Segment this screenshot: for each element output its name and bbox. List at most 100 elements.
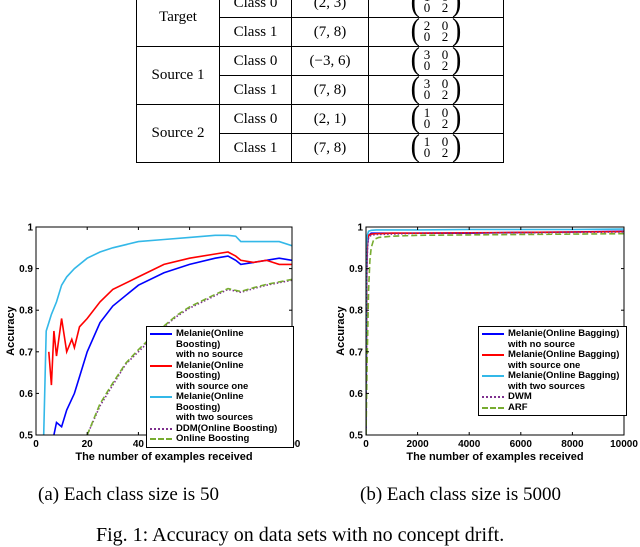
matrix-entry: 0 — [423, 0, 431, 15]
table-row: Class 1 (7, 8) (3 0 0 2) — [137, 70, 504, 107]
table-row: Source 2 Class 0 (2, 1)(1 0 0 2) — [136, 99, 504, 163]
legend-item: Melanie(Online Bagging) with no source — [482, 328, 623, 350]
class-cell: Class 0 — [219, 0, 292, 18]
x-tick-label: 4000 — [458, 439, 481, 450]
matrix-entry: 2 — [441, 29, 449, 44]
y-tick-label: 0.8 — [19, 306, 33, 317]
chart-a-legend: Melanie(Online Boosting) with no source M… — [146, 326, 294, 448]
covariance-cell: (3 0 0 2) — [368, 41, 504, 78]
matrix-left-bracket: ( — [410, 128, 420, 165]
matrix-entry: 0 — [423, 58, 431, 73]
covariance-cell: (2 0 0 2) — [368, 14, 504, 47]
matrix-right-bracket: ) — [452, 70, 462, 107]
matrix-left-bracket: ( — [410, 0, 420, 20]
x-axis-label: The number of examples received — [406, 451, 583, 463]
legend-item: Melanie(Online Boosting) with source one — [150, 360, 290, 393]
chart-b-svg: 0 2000 4000 6000 8000 10000 0.5 0.6 0.7 0.8 0.9 1 Th… — [335, 223, 638, 464]
series-line-2 — [42, 234, 292, 435]
series-line-1 — [48, 251, 292, 386]
legend-label: DDM(Online Boosting) — [176, 422, 278, 434]
y-tick-label: 1 — [27, 223, 33, 234]
legend-item: Melanie(Online Boosting) with no source — [150, 328, 290, 361]
x-tick-label: 0 — [363, 439, 369, 450]
subcaption-b: (b) Each class size is 5000 — [360, 484, 562, 505]
class-cell: Class 1 — [219, 133, 292, 163]
y-tick-label: 0.6 — [349, 389, 363, 400]
matrix-entry: 0 — [441, 47, 449, 62]
matrix-entry: 0 — [423, 116, 431, 131]
mean-cell: (−3, 6) — [291, 46, 369, 76]
class-cell: Class 1 — [219, 75, 292, 105]
x-tick-label: 40 — [133, 439, 145, 450]
y-tick-label: 0.8 — [349, 306, 363, 317]
matrix-right-bracket: ) — [452, 128, 462, 165]
series-line-4 — [86, 278, 292, 435]
legend-swatch — [482, 333, 504, 335]
matrix-entry: 2 — [423, 18, 431, 33]
domain-cell: Target — [136, 0, 220, 47]
chart-b: 0 2000 4000 6000 8000 10000 0.5 0.6 0.7 0.8 0.9 1 Th… — [318, 212, 638, 474]
matrix-entry: 0 — [423, 87, 431, 102]
matrix-left-bracket: ( — [410, 99, 420, 136]
chart-b-legend: Melanie(Online Bagging) with no source Me… — [478, 326, 627, 416]
table-row: Class 1 (7, 8) (1 0 0 2) — [137, 128, 504, 165]
y-tick-label: 0.7 — [19, 347, 33, 358]
matrix-entry: 1 — [423, 134, 431, 149]
legend-label: Melanie(Online Bagging) with two sources — [508, 370, 620, 392]
series-line-4 — [366, 232, 624, 435]
matrix-entry: 2 — [441, 145, 449, 160]
covariance-matrix: (3 0 0 2) — [410, 41, 462, 78]
y-tick-label: 0.7 — [349, 347, 363, 358]
matrix-entry: 2 — [441, 116, 449, 131]
x-tick-label: 8000 — [561, 439, 584, 450]
domain-cell: Source 1 — [136, 46, 220, 105]
x-tick-label: 20 — [82, 439, 94, 450]
matrix-left-bracket: ( — [410, 41, 420, 78]
figure-caption: Fig. 1: Accuracy on data sets with no co… — [96, 524, 505, 546]
matrix-entry: 3 — [423, 47, 431, 62]
matrix-entry: 0 — [441, 76, 449, 91]
legend-swatch — [150, 427, 172, 430]
x-tick-label: 2000 — [406, 439, 429, 450]
legend-item: ARF — [482, 401, 623, 414]
x-axis-label: The number of examples received — [75, 451, 252, 463]
matrix-entry: 0 — [441, 18, 449, 33]
y-axis-label: Accuracy — [335, 305, 347, 355]
legend-label: Melanie(Online Boosting) with no source — [176, 328, 244, 360]
legend-label: Melanie(Online Bagging) with no source — [508, 328, 620, 350]
subcaption-a: (a) Each class size is 50 — [38, 484, 219, 505]
matrix-entry: 0 — [441, 134, 449, 149]
mean-cell: (2, 3) — [291, 0, 369, 18]
y-tick-label: 0.6 — [19, 389, 33, 400]
class-cell: Class 1 — [219, 17, 292, 47]
mean-cell: (2, 1) — [291, 104, 369, 134]
matrix-entry: 0 — [423, 145, 431, 160]
y-tick-label: 0.9 — [349, 264, 363, 275]
legend-label: ARF — [508, 401, 528, 413]
y-tick-label: 0.5 — [349, 431, 363, 442]
legend-swatch — [482, 354, 504, 356]
mean-cell: (7, 8) — [291, 133, 369, 163]
legend-swatch — [150, 333, 172, 335]
legend-label: Online Boosting — [176, 433, 250, 444]
series-line-3 — [366, 231, 624, 435]
legend-swatch — [482, 406, 504, 409]
matrix-entry: 0 — [441, 105, 449, 120]
covariance-cell: (3 0 0 2) — [368, 70, 504, 107]
matrix-entry: 3 — [423, 76, 431, 91]
legend-swatch — [482, 375, 504, 377]
y-tick-label: 0.9 — [19, 264, 33, 275]
matrix-entry: 0 — [423, 29, 431, 44]
mean-cell: (7, 8) — [291, 17, 369, 47]
legend-item: Online Boosting — [150, 433, 290, 445]
legend-swatch — [150, 364, 172, 367]
legend-swatch — [150, 438, 172, 440]
legend-swatch — [482, 396, 504, 398]
